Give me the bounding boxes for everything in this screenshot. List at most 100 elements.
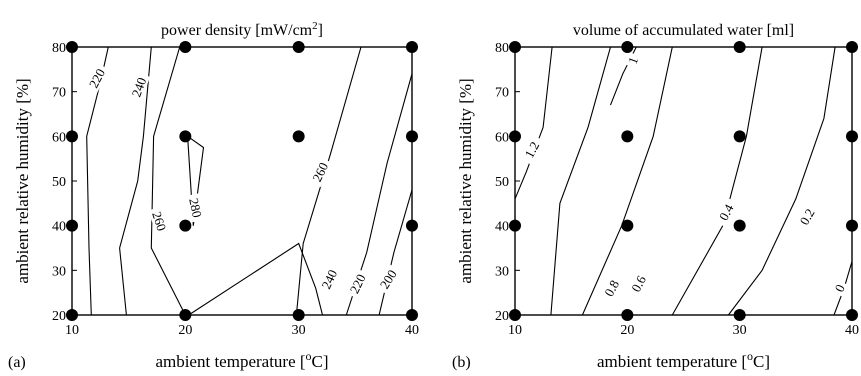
- measurement-point: [179, 41, 192, 53]
- measurement-point: [846, 309, 858, 321]
- contour-line-0-4: [671, 46, 763, 316]
- contour-label-background: [712, 196, 739, 228]
- measurement-point: [509, 219, 521, 232]
- measurement-point: [509, 41, 521, 53]
- measurement-point: [621, 219, 634, 232]
- y-tick-label: 30: [495, 264, 509, 279]
- x-tick-label: 40: [405, 323, 419, 338]
- measurement-point: [292, 130, 305, 143]
- measurement-point: [179, 309, 192, 321]
- y-tick-label: 40: [495, 220, 509, 235]
- y-tick-label: 70: [495, 86, 509, 101]
- x-tick-label: 20: [178, 323, 192, 338]
- x-tick-label: 10: [508, 323, 522, 338]
- contour-label-background: [83, 62, 110, 94]
- contour-label: 0.8: [601, 278, 622, 299]
- contour-label-background: [623, 51, 642, 69]
- contour-label-background: [126, 71, 151, 103]
- contour-label-background: [518, 134, 545, 165]
- x-tick-label: 40: [845, 323, 859, 338]
- x-tick-label: 30: [292, 323, 306, 338]
- y-tick-label: 80: [52, 41, 66, 56]
- y-axis-label: ambient relative humidity [%]: [456, 78, 475, 283]
- measurement-point: [733, 130, 746, 143]
- contour-line-260: [295, 46, 362, 316]
- contour-label-background: [829, 278, 849, 298]
- y-tick-label: 50: [52, 175, 66, 190]
- measurement-point: [406, 219, 418, 232]
- contour-label-background: [625, 268, 652, 299]
- contour-line-240: [119, 46, 152, 316]
- contour-label: 260: [149, 210, 169, 233]
- contour-label: 0.2: [797, 206, 818, 228]
- measurement-point: [621, 309, 634, 321]
- y-axis-label: ambient relative humidity [%]: [13, 78, 32, 283]
- contour-label: 1: [625, 55, 641, 66]
- contour-label: 0.6: [628, 273, 649, 295]
- contour-label: 240: [128, 75, 149, 98]
- measurement-point: [846, 219, 858, 232]
- contour-label-background: [374, 263, 402, 295]
- measurement-point: [621, 130, 634, 143]
- y-tick-label: 70: [52, 86, 66, 101]
- measurement-point: [733, 219, 746, 232]
- contour-line-0-8: [550, 46, 612, 316]
- contour-label-background: [148, 205, 172, 237]
- measurement-point: [733, 41, 746, 53]
- measurement-point: [179, 219, 192, 232]
- measurement-point: [66, 219, 78, 232]
- panel-label: (a): [8, 354, 26, 371]
- measurement-point: [292, 309, 305, 321]
- contour-label-background: [793, 201, 820, 232]
- y-tick-label: 20: [495, 309, 509, 324]
- measurement-point: [406, 309, 418, 321]
- x-axis-label: ambient temperature [oC]: [155, 349, 328, 371]
- panel-label: (b): [452, 354, 471, 371]
- y-tick-label: 30: [52, 264, 66, 279]
- y-tick-label: 80: [495, 41, 509, 56]
- contour-line-200: [378, 189, 413, 316]
- contour-label: 0.4: [716, 201, 737, 223]
- contour-label: 240: [318, 267, 340, 291]
- x-tick-label: 10: [65, 323, 79, 338]
- chart-title: volume of accumulated water [ml]: [573, 22, 794, 39]
- contour-label-background: [316, 263, 342, 295]
- contour-label: 1.2: [521, 139, 542, 160]
- measurement-point: [66, 309, 78, 321]
- contour-line-0-2: [727, 46, 836, 316]
- measurement-point: [509, 309, 521, 321]
- measurement-point: [621, 41, 634, 53]
- measurement-point: [406, 130, 418, 143]
- y-tick-label: 40: [52, 220, 66, 235]
- contour-line-1-2: [514, 46, 553, 200]
- measurement-point: [66, 130, 78, 143]
- measurement-point: [179, 130, 192, 143]
- measurement-point: [406, 41, 418, 53]
- y-tick-label: 20: [52, 309, 66, 324]
- plot-frame: [514, 46, 853, 316]
- y-tick-label: 60: [52, 130, 66, 145]
- contour-label-background: [185, 192, 207, 223]
- contour-line-0-6: [581, 46, 673, 316]
- contour-label: 280: [186, 197, 205, 219]
- measurement-point: [733, 309, 746, 321]
- measurement-point: [509, 130, 521, 143]
- contour-label-background: [344, 268, 370, 299]
- measurement-point: [66, 41, 78, 53]
- contour-line-280: [187, 135, 205, 226]
- contour-label-background: [598, 272, 625, 304]
- contour-label-background: [307, 156, 333, 188]
- contour-line-240: [188, 242, 324, 316]
- x-axis-label: ambient temperature [oC]: [597, 349, 770, 371]
- y-tick-label: 50: [495, 175, 509, 190]
- measurement-point: [292, 41, 305, 53]
- x-tick-label: 30: [733, 323, 747, 338]
- y-tick-label: 60: [495, 130, 509, 145]
- measurement-point: [846, 41, 858, 53]
- x-tick-label: 20: [620, 323, 634, 338]
- measurement-point: [846, 130, 858, 143]
- chart-title: power density [mW/cm2]: [161, 20, 323, 39]
